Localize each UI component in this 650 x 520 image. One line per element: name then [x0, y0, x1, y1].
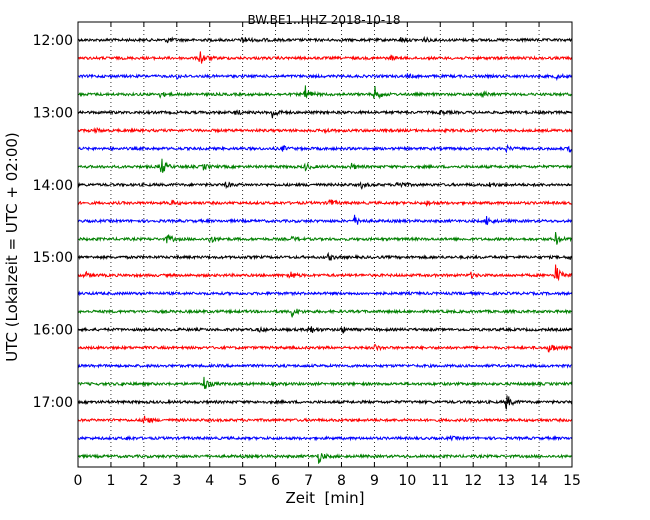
trace-row [77, 325, 573, 335]
trace-line [77, 143, 573, 154]
trace-line [77, 452, 572, 465]
y-tick-label: 15:00 [33, 250, 73, 266]
trace-line [77, 181, 572, 190]
chart-title: BW.BE1..HHZ 2018-10-18 [247, 13, 400, 27]
trace-line [77, 264, 573, 282]
trace-row [77, 72, 573, 82]
trace-row [77, 181, 572, 190]
trace-row [77, 343, 573, 353]
y-tick-label: 16:00 [33, 323, 73, 339]
y-tick-label: 17:00 [33, 395, 73, 411]
trace-row [77, 415, 573, 425]
trace-row [77, 362, 572, 369]
x-tick-label: 15 [563, 473, 581, 489]
x-tick-label: 4 [205, 473, 214, 489]
seismic-traces [77, 35, 573, 465]
trace-line [77, 126, 573, 135]
y-tick-label: 12:00 [33, 33, 73, 49]
trace-row [77, 126, 573, 135]
trace-row [77, 395, 573, 410]
trace-line [77, 362, 572, 369]
x-tick-label: 2 [139, 473, 148, 489]
x-tick-label: 9 [370, 473, 379, 489]
x-tick-label: 14 [530, 473, 548, 489]
trace-line [77, 85, 573, 100]
x-axis-label: Zeit [min] [285, 489, 364, 507]
trace-row [77, 51, 573, 64]
trace-row [77, 452, 572, 465]
x-tick-label: 3 [172, 473, 181, 489]
x-tick-label: 1 [106, 473, 115, 489]
trace-line [77, 415, 573, 425]
x-tick-label: 0 [74, 473, 83, 489]
trace-row [77, 290, 573, 297]
trace-row [77, 143, 573, 154]
x-tick-label: 6 [271, 473, 280, 489]
trace-line [77, 325, 573, 335]
x-axis: 0 1 2 3 4 5 6 7 8 9 10 11 12 13 14 15 [74, 22, 581, 489]
trace-row [77, 434, 573, 442]
trace-line [77, 434, 573, 442]
trace-line [77, 343, 573, 353]
trace-row [77, 35, 573, 44]
trace-row [77, 308, 573, 318]
trace-row [77, 264, 573, 282]
trace-line [77, 214, 573, 226]
trace-line [77, 232, 572, 245]
x-tick-label: 11 [431, 473, 449, 489]
trace-row [77, 109, 573, 119]
trace-line [77, 109, 573, 119]
x-tick-label: 10 [398, 473, 416, 489]
trace-line [77, 395, 573, 410]
trace-line [77, 199, 572, 208]
x-tick-label: 5 [238, 473, 247, 489]
x-tick-label: 12 [464, 473, 482, 489]
trace-line [77, 51, 573, 64]
trace-line [77, 376, 573, 389]
trace-line [77, 158, 573, 173]
y-tick-label: 13:00 [33, 105, 73, 121]
y-tick-label: 14:00 [33, 178, 73, 194]
y-axis: 12:00 13:00 14:00 15:00 16:00 17:00 [33, 33, 572, 411]
trace-row [77, 214, 573, 226]
y-axis-label: UTC (Lokalzeit = UTC + 02:00) [3, 132, 21, 362]
trace-line [77, 35, 573, 44]
x-tick-label: 13 [497, 473, 515, 489]
trace-line [77, 72, 573, 82]
x-tick-label: 8 [337, 473, 346, 489]
plot-frame [77, 21, 573, 468]
trace-row [77, 85, 573, 100]
trace-line [77, 290, 573, 297]
trace-row [77, 232, 572, 245]
trace-line [77, 251, 573, 261]
trace-row [77, 199, 572, 208]
trace-line [77, 308, 573, 318]
trace-row [77, 251, 573, 261]
trace-row [77, 158, 573, 173]
x-tick-label: 7 [304, 473, 313, 489]
trace-row [77, 376, 573, 389]
